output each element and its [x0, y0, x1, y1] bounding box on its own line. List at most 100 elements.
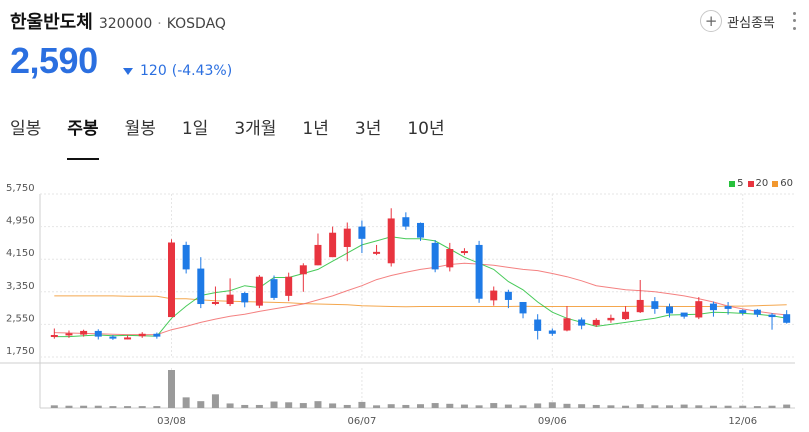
candle-body — [519, 301, 527, 314]
volume-bar — [226, 403, 234, 408]
candle-body — [299, 265, 307, 275]
candle-body — [680, 312, 688, 317]
volume-bar — [314, 401, 322, 408]
volume-bar — [446, 403, 454, 408]
tab-1year[interactable]: 1년 — [302, 119, 329, 139]
candle-body — [124, 337, 132, 340]
volume-bar — [329, 403, 337, 408]
volume-bar — [578, 404, 586, 408]
volume-bar — [402, 404, 410, 408]
candle-body — [80, 330, 88, 335]
add-watchlist-button[interactable]: + 관심종목 — [700, 10, 775, 32]
candle-body — [168, 242, 175, 318]
candle-body — [753, 309, 761, 315]
candle-body — [607, 317, 615, 321]
candle-body — [563, 318, 571, 331]
volume-bar — [285, 402, 293, 408]
volume-bar — [622, 405, 630, 408]
ma60-line — [54, 295, 787, 308]
candle-body — [636, 299, 644, 313]
candle-body — [446, 249, 454, 268]
volume-bar — [255, 404, 263, 408]
candle-body — [358, 226, 366, 239]
volume-bar — [417, 404, 424, 408]
volume-bar — [680, 404, 688, 408]
candle-body — [109, 336, 117, 339]
y-tick-label: 3,350 — [6, 281, 35, 292]
tab-monthly[interactable]: 월봉 — [124, 119, 156, 139]
change-percent: (-4.43%) — [171, 63, 233, 79]
volume-bar — [592, 404, 600, 408]
volume-bar — [695, 405, 703, 408]
volume-bar — [490, 403, 498, 408]
candle-body — [739, 310, 747, 313]
x-tick-label: 06/07 — [347, 416, 376, 427]
tab-weekly[interactable]: 주봉 — [67, 114, 99, 160]
volume-bar — [94, 405, 102, 408]
volume-bar — [768, 405, 776, 408]
candle-body — [534, 319, 542, 331]
candle-body — [285, 276, 293, 296]
volume-bar — [739, 405, 747, 408]
y-tick-label: 1,750 — [6, 346, 35, 357]
volume-bar — [724, 405, 732, 408]
volume-bar — [666, 405, 673, 408]
candle-body — [343, 228, 351, 247]
plus-icon: + — [700, 10, 723, 32]
candle-body — [622, 311, 630, 320]
candle-body — [373, 251, 381, 254]
volume-bar — [563, 403, 571, 408]
legend-ma5: 5 — [729, 178, 744, 189]
candle-body — [65, 333, 73, 336]
legend-ma60: 60 — [772, 178, 793, 189]
volume-bar — [431, 403, 439, 408]
candle-body — [402, 217, 410, 227]
tab-3years[interactable]: 3년 — [354, 119, 382, 139]
volume-bar — [783, 404, 791, 408]
tab-10years[interactable]: 10년 — [407, 119, 445, 139]
candle-body — [329, 232, 337, 258]
stock-header: 한울반도체 320000 · KOSDAQ — [10, 8, 226, 38]
candle-body — [255, 276, 263, 306]
volume-bar — [475, 405, 483, 408]
volume-bar — [519, 405, 527, 408]
volume-bar — [504, 404, 512, 408]
candle-body — [548, 330, 556, 334]
x-tick-label: 03/08 — [157, 416, 186, 427]
candle-body — [651, 301, 659, 309]
market-name: KOSDAQ — [166, 16, 226, 32]
volume-bar — [299, 403, 307, 408]
candle-body — [50, 334, 58, 337]
candle-body — [768, 314, 776, 318]
volume-bar — [636, 404, 644, 408]
volume-bar — [343, 404, 351, 408]
candle-body — [592, 319, 600, 326]
separator-dot: · — [157, 16, 162, 32]
candle-body — [709, 303, 717, 311]
volume-bar — [109, 406, 117, 408]
candle-body — [504, 291, 512, 300]
stock-code: 320000 — [98, 16, 153, 32]
volume-bar — [709, 405, 717, 408]
tab-daily[interactable]: 일봉 — [10, 119, 42, 139]
tab-3months[interactable]: 3개월 — [234, 119, 277, 139]
candle-body — [197, 268, 205, 305]
candle-body — [490, 290, 498, 301]
candle-body — [666, 306, 673, 314]
volume-bar — [534, 403, 542, 408]
volume-bar — [65, 405, 73, 408]
volume-bar — [124, 406, 132, 408]
candle-body — [695, 301, 703, 318]
volume-bar — [211, 394, 219, 408]
volume-bar — [387, 404, 395, 408]
candle-body — [460, 251, 468, 254]
more-options-icon[interactable] — [789, 10, 799, 32]
volume-bar — [197, 401, 205, 408]
volume-bar — [270, 401, 278, 408]
volume-bar — [153, 406, 161, 408]
candle-body — [241, 293, 249, 303]
legend-ma20: 20 — [747, 178, 768, 189]
tab-1day[interactable]: 1일 — [181, 119, 209, 139]
x-tick-label: 09/06 — [538, 416, 567, 427]
